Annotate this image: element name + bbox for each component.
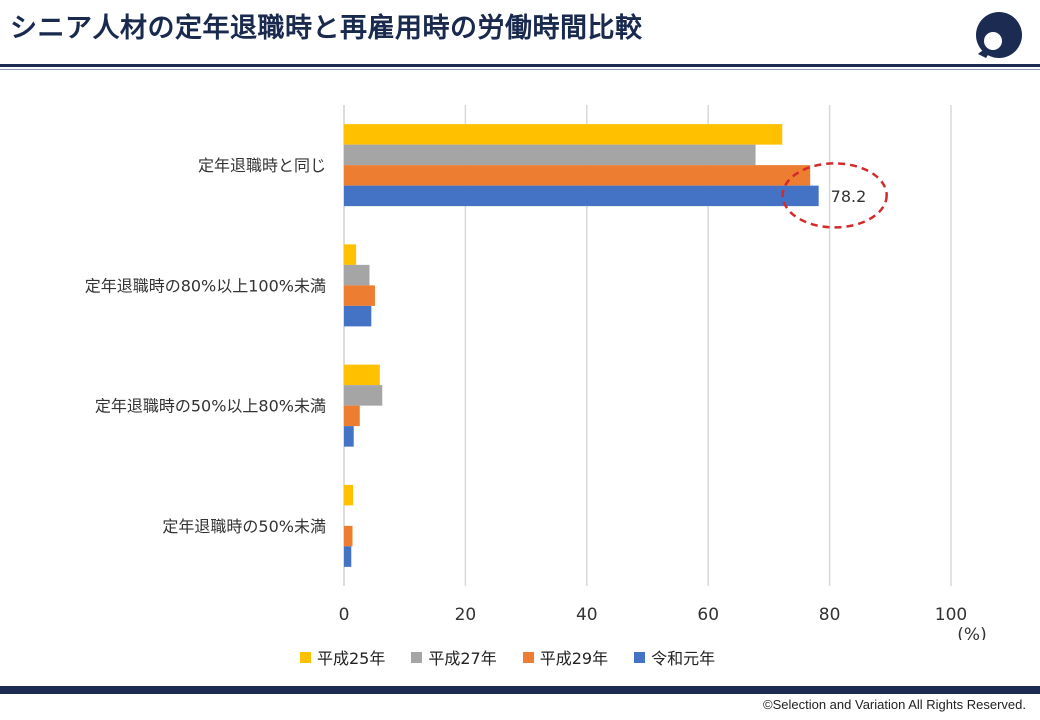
title-divider (0, 64, 1040, 67)
legend-label: 平成29年 (539, 649, 609, 668)
x-tick-label: 20 (455, 605, 477, 625)
x-axis-label: (%) (957, 625, 986, 640)
page-title: シニア人材の定年退職時と再雇用時の労働時間比較 (10, 13, 643, 44)
legend-item: 平成27年 (411, 645, 497, 669)
legend-label: 令和元年 (651, 649, 716, 668)
x-tick-label: 80 (819, 605, 841, 625)
x-tick-label: 60 (697, 605, 719, 625)
bar (344, 285, 375, 306)
bar (344, 264, 370, 286)
category-label: 定年退職時と同じ (198, 156, 326, 175)
title-divider-thin (0, 69, 1040, 70)
legend-item: 平成29年 (522, 645, 609, 669)
bar (344, 405, 360, 427)
x-tick-label: 40 (576, 605, 598, 625)
chart-legend: 平成25年 平成27年 平成29年 令和元年 (300, 645, 715, 669)
bar (344, 426, 354, 447)
x-tick-label: 100 (935, 605, 967, 625)
footer-bar (0, 686, 1040, 694)
category-label: 定年退職時の50%以上80%未満 (95, 397, 326, 416)
bar (344, 546, 352, 567)
data-label-annotation: 78.2 (831, 187, 867, 206)
legend-label: 平成25年 (317, 649, 386, 668)
category-label: 定年退職時の80%以上100%未満 (85, 276, 326, 295)
legend-label: 平成27年 (428, 649, 497, 668)
copyright-text: ©Selection and Variation All Rights Rese… (763, 697, 1026, 712)
bar (344, 484, 354, 506)
bar (344, 124, 783, 145)
bar (344, 364, 380, 386)
legend-swatch (522, 651, 534, 663)
company-logo-icon (976, 12, 1022, 58)
bar (344, 385, 383, 406)
annotation-ellipse (781, 162, 888, 229)
bar (344, 244, 357, 265)
x-tick-label: 0 (339, 605, 350, 625)
category-label: 定年退職時の50%未満 (162, 517, 326, 536)
bar (344, 305, 372, 327)
bar (344, 165, 811, 186)
bar (344, 525, 353, 547)
legend-swatch (634, 651, 646, 663)
legend-swatch (300, 651, 311, 663)
legend-item: 令和元年 (634, 645, 715, 669)
bar (344, 185, 819, 207)
bar-chart: 0 20 40 60 80 100(%) 定年退職時と同じ定年退職時の80%以上100%未満… (85, 105, 987, 640)
bar (344, 144, 756, 166)
legend-swatch (411, 651, 423, 663)
legend-item: 平成25年 (300, 645, 385, 669)
